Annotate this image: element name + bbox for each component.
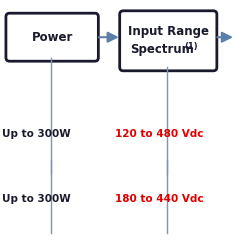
Text: Power: Power [32,31,73,44]
Text: (1): (1) [184,42,198,51]
Text: 120 to 480 Vdc: 120 to 480 Vdc [115,129,203,139]
Text: 180 to 440 Vdc: 180 to 440 Vdc [115,194,204,204]
Text: Up to 300W: Up to 300W [2,129,71,139]
Text: Spectrum: Spectrum [131,43,194,56]
FancyBboxPatch shape [6,13,98,61]
Text: Input Range: Input Range [128,25,209,38]
Text: Up to 300W: Up to 300W [2,194,71,204]
FancyBboxPatch shape [120,11,217,71]
